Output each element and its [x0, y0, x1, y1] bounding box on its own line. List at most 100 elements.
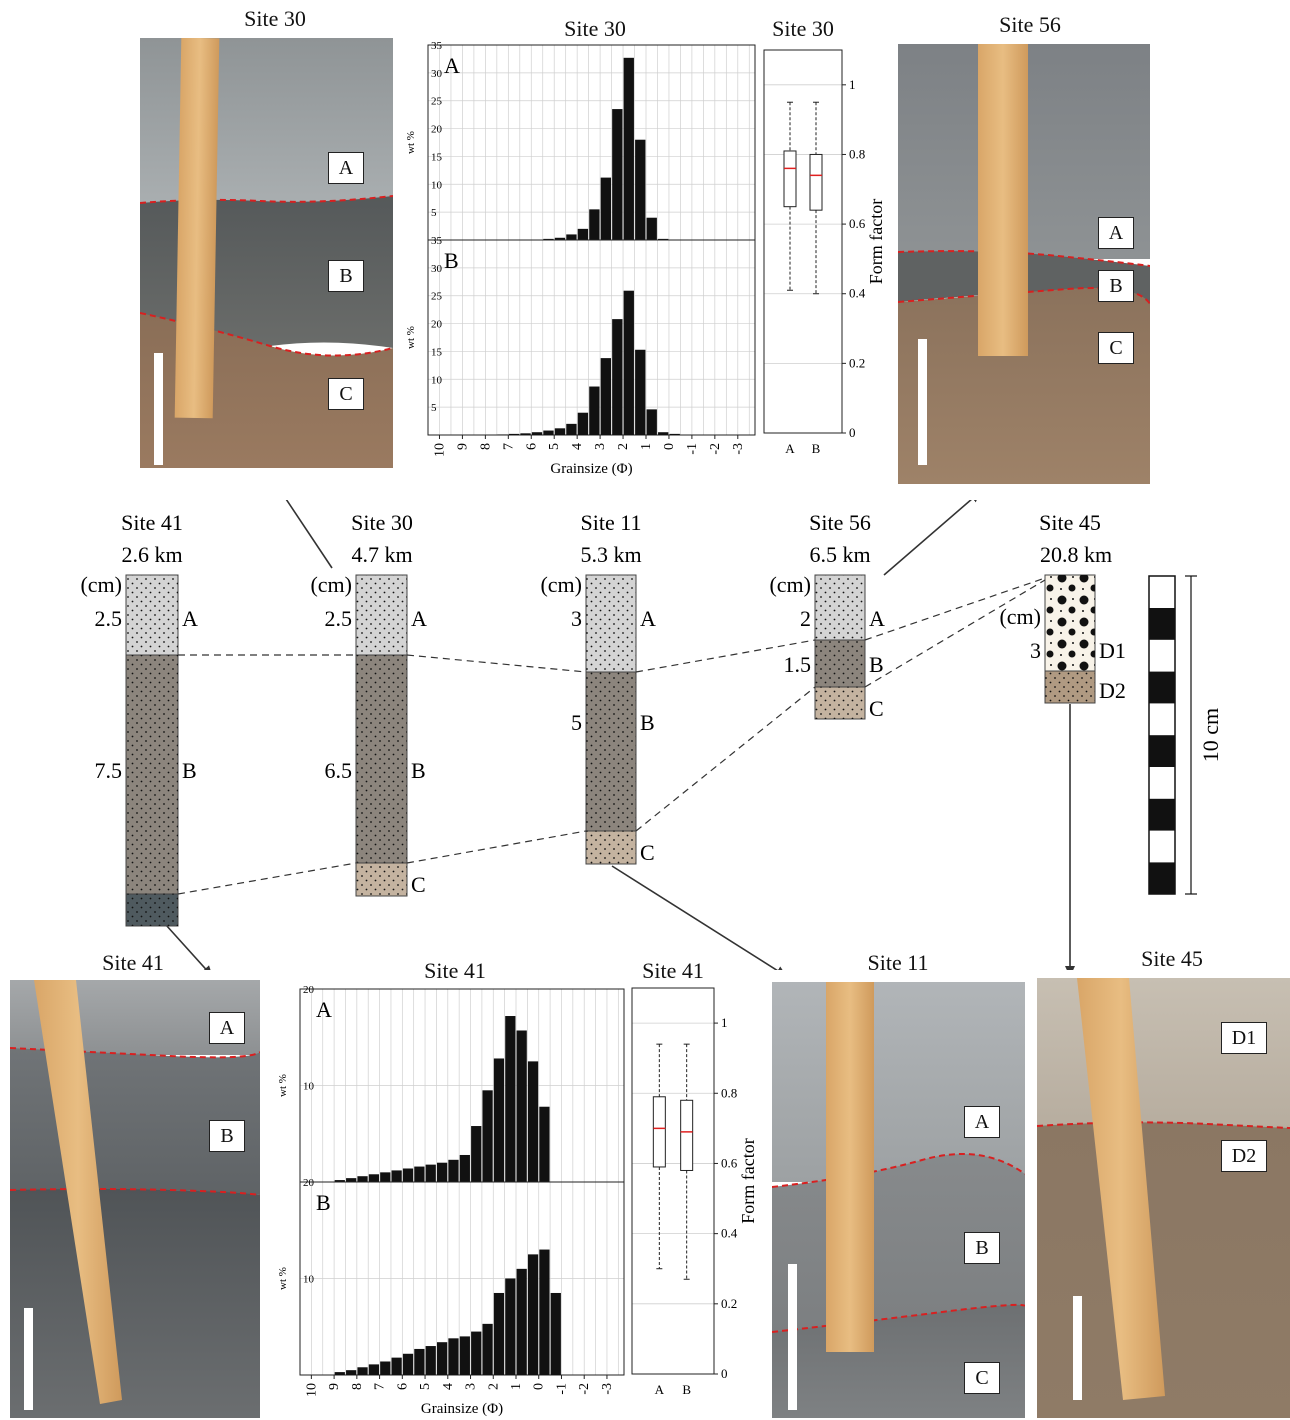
site45-photo-art [1037, 978, 1290, 1418]
arrow-to-photo-site41 [165, 924, 213, 970]
column-unit-30: (cm) [310, 572, 352, 597]
x-tick-label: -2 [577, 1383, 592, 1395]
site56-photo-art [898, 44, 1150, 484]
histogram-bar [669, 433, 680, 435]
histogram-bar [471, 1126, 482, 1182]
histogram-bar [612, 319, 623, 435]
y-tick-label: 0.6 [721, 1155, 738, 1170]
x-tick-label: B [682, 1382, 691, 1397]
y-tick-label: 20 [303, 1177, 315, 1189]
column-site-45: Site 45 [1039, 510, 1101, 535]
column-site-56: Site 56 [809, 510, 871, 535]
y-axis-label: wt % [277, 1267, 289, 1290]
histogram-bar [391, 1357, 402, 1375]
x-tick-label: -1 [685, 443, 700, 455]
layer-name-41-A: A [182, 606, 198, 631]
layer-name-11-B: B [640, 710, 655, 735]
x-tick-label: 0 [532, 1383, 547, 1390]
histogram-bar [539, 1106, 550, 1182]
photo-title-site30: Site 30 [244, 6, 306, 31]
panel-label: A [316, 997, 332, 1022]
site30-photo-art [140, 38, 393, 468]
layer-name-45-D1: D1 [1099, 638, 1126, 663]
form-factor-boxplot-site30: 0.2 0.4 0.6 0.8 1 0 A B Form factor [763, 49, 886, 456]
x-axis-label: Grainsize (Φ) [421, 1401, 503, 1417]
chart-title-box-site41: Site 41 [642, 958, 704, 983]
histogram-bar [531, 432, 543, 435]
y-tick-label: 20 [431, 124, 443, 136]
column-distance-30: 4.7 km [351, 542, 412, 567]
site41-photo-art [10, 980, 260, 1418]
histogram-bar [554, 237, 566, 240]
histogram-bar [368, 1364, 380, 1375]
histogram-bar [612, 109, 623, 240]
field-photo-site11: A B C [772, 982, 1025, 1418]
x-tick-label: A [655, 1382, 665, 1397]
layer-name-56-C: C [869, 696, 884, 721]
x-tick-label: -2 [708, 443, 723, 455]
column-distance-45: 20.8 km [1040, 542, 1112, 567]
panel-label: A [444, 53, 460, 78]
y-axis-label: wt % [405, 326, 417, 349]
histogram-bar [516, 1030, 527, 1182]
y-tick-label: 0 [849, 425, 856, 440]
layer-name-41-B: B [182, 758, 197, 783]
photo-title-site41: Site 41 [102, 950, 164, 975]
histogram-bar [414, 1348, 425, 1375]
photo-label-site30-C: C [328, 378, 364, 410]
x-tick-label: 6 [524, 443, 539, 450]
thickness-56-A: 2 [800, 606, 811, 631]
x-axis-label: Grainsize (Φ) [550, 461, 632, 477]
y-tick-label: 10 [431, 179, 443, 191]
y-tick-label: 15 [431, 346, 443, 358]
histogram-bar [482, 1323, 493, 1375]
layer-name-56-A: A [869, 606, 885, 631]
x-tick-label: B [812, 441, 821, 456]
y-tick-label: 35 [431, 40, 443, 52]
y-tick-label: 30 [431, 263, 443, 275]
photo-label-site41-A: A [209, 1012, 245, 1044]
panel-label: B [444, 248, 459, 273]
column-site-30: Site 30 [351, 510, 413, 535]
layer-name-30-B: B [411, 758, 426, 783]
box [680, 1099, 694, 1171]
histogram-bar [623, 290, 634, 435]
thickness-30-B: 6.5 [325, 758, 353, 783]
histogram-bar [623, 57, 634, 240]
histogram-bar [425, 1164, 436, 1182]
histogram-bar [346, 1370, 357, 1375]
x-tick-label: 4 [570, 443, 585, 450]
x-tick-label: 1 [639, 443, 654, 450]
thickness-41-A: 2.5 [95, 606, 123, 631]
histogram-bar [646, 409, 657, 435]
y-tick-label: 10 [431, 374, 443, 386]
column-distance-41: 2.6 km [121, 542, 182, 567]
arrow-to-photo-site11 [611, 865, 787, 970]
x-tick-label: 1 [509, 1383, 524, 1390]
photo-label-site45-D2: D2 [1221, 1140, 1267, 1172]
histogram-bar [346, 1178, 357, 1182]
scale-bar-label: 10 cm [1198, 708, 1223, 762]
y-tick-label: 5 [431, 207, 437, 219]
photo-label-site30-B: B [328, 260, 364, 292]
histogram-bar [380, 1361, 391, 1375]
y-tick-label: 5 [431, 402, 437, 414]
field-photo-site56: A B C [898, 44, 1150, 484]
layer-name-56-B: B [869, 652, 884, 677]
histogram-bar [334, 1180, 345, 1182]
y-tick-label: 20 [431, 319, 443, 331]
histogram-bar [493, 1058, 505, 1182]
photo-label-site41-B: B [209, 1120, 245, 1152]
x-tick-label: -1 [554, 1383, 569, 1395]
photo-label-site11-A: A [964, 1106, 1000, 1138]
histogram-bar [554, 428, 566, 435]
y-tick-label: 0.8 [849, 146, 865, 161]
histogram-bar [539, 1249, 550, 1375]
y-tick-label: 0 [721, 1366, 728, 1381]
thickness-41-B: 7.5 [95, 758, 123, 783]
x-tick-label: A [785, 441, 795, 456]
y-tick-label: 0.4 [721, 1226, 738, 1241]
photo-label-site56-B: B [1098, 270, 1134, 302]
y-tick-label: 25 [431, 291, 443, 303]
